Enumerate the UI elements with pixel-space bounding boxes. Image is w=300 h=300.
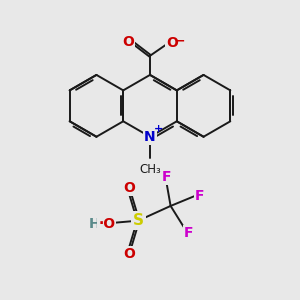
Text: S: S	[133, 213, 144, 228]
Text: N: N	[144, 130, 156, 144]
Text: +: +	[154, 124, 163, 134]
Text: O: O	[166, 36, 178, 50]
Text: O: O	[124, 247, 135, 261]
Text: H: H	[89, 217, 101, 231]
Text: O: O	[123, 35, 134, 49]
Text: ·O: ·O	[98, 217, 115, 231]
Text: O: O	[124, 181, 135, 195]
Text: F: F	[184, 226, 193, 240]
Text: F: F	[195, 189, 205, 202]
Text: F: F	[161, 170, 171, 184]
Text: CH₃: CH₃	[139, 163, 161, 176]
Text: −: −	[175, 34, 186, 48]
